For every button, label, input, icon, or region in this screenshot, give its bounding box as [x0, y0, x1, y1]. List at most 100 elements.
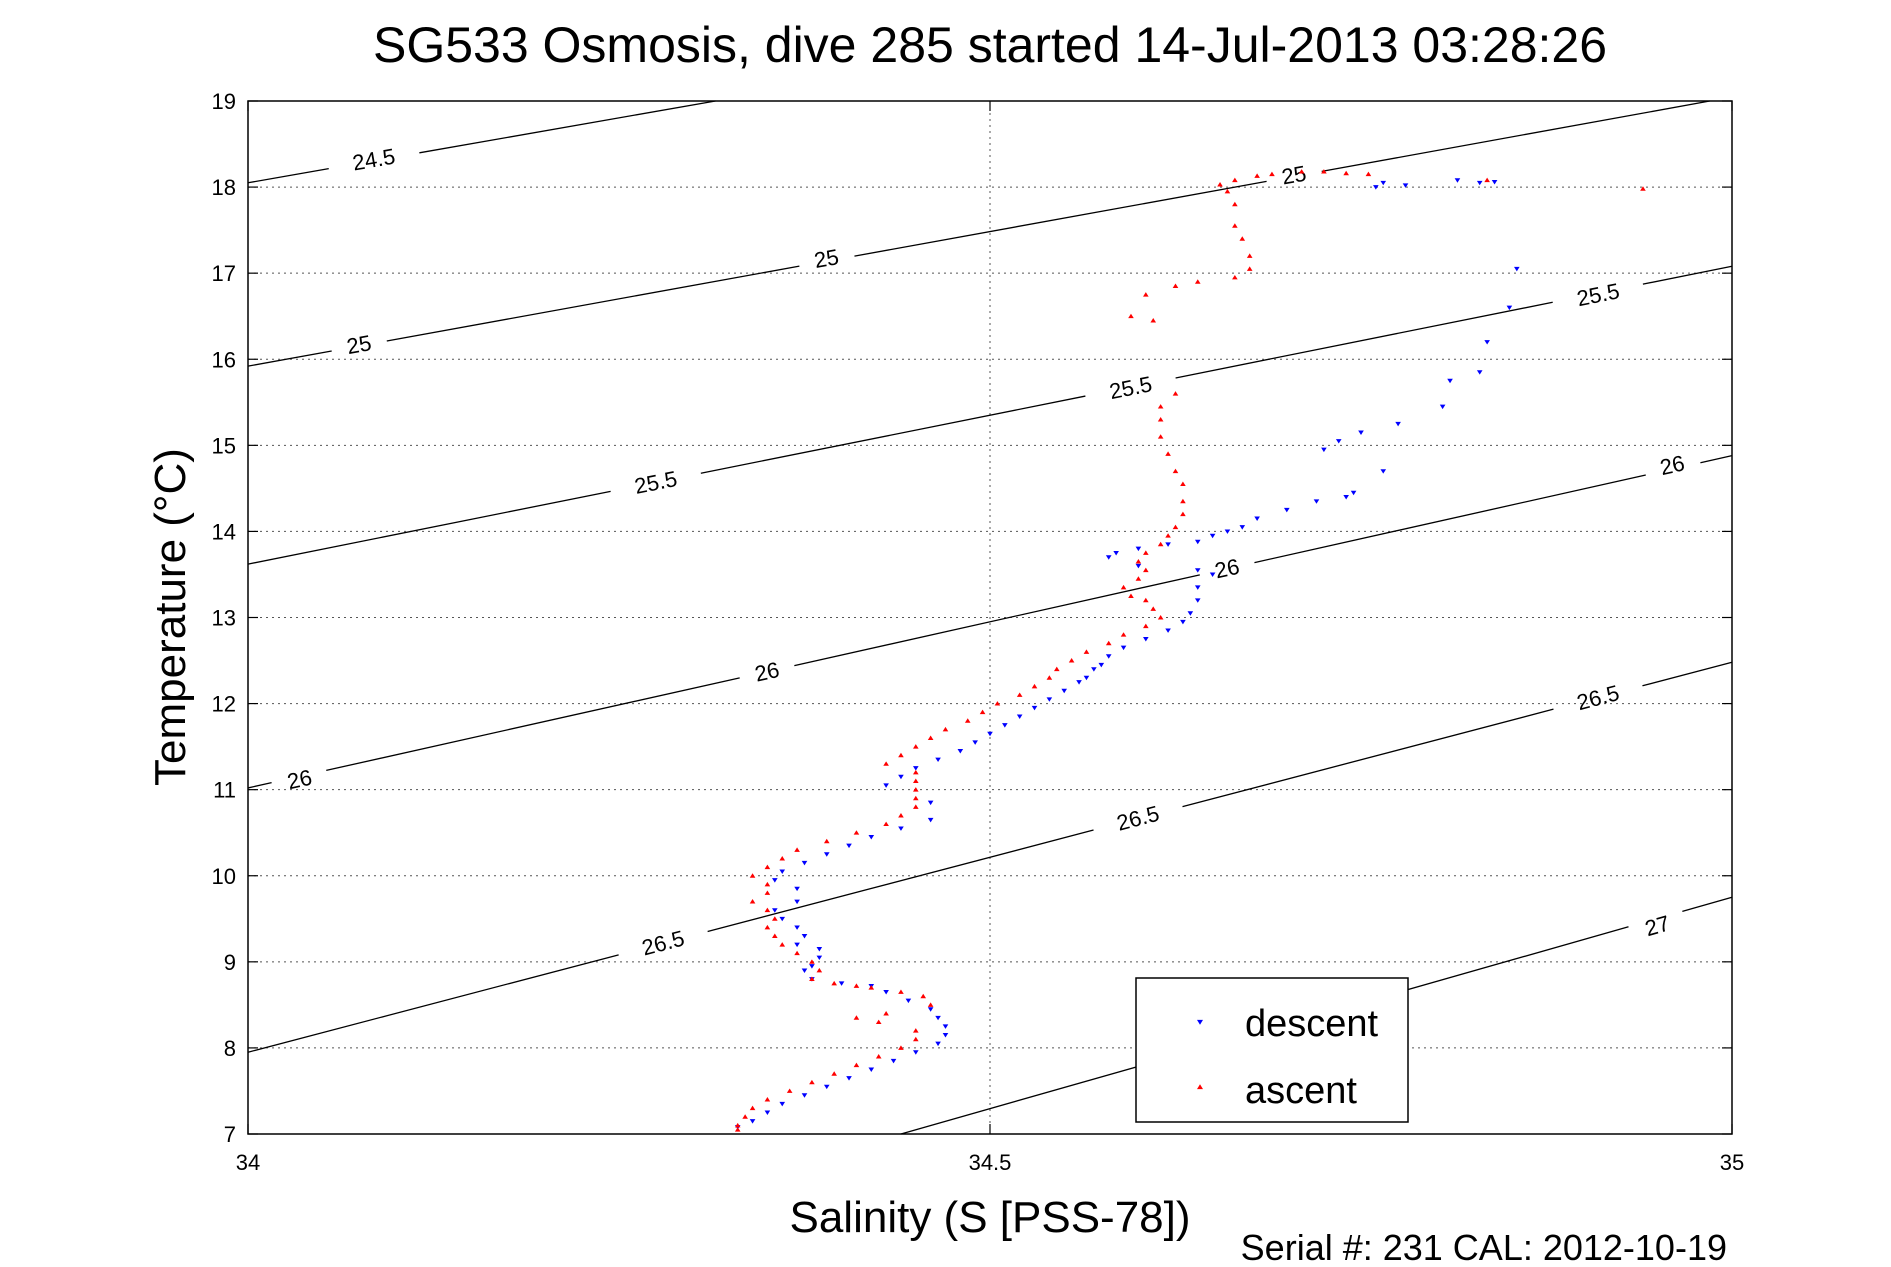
data-point-ascent — [1157, 434, 1164, 439]
data-point-descent — [794, 886, 800, 892]
data-point-descent — [935, 1015, 941, 1021]
data-point-descent — [1476, 370, 1483, 375]
data-point-ascent — [1172, 524, 1179, 530]
data-point-descent — [1350, 490, 1357, 496]
contour-line — [1182, 708, 1554, 808]
data-point-ascent — [764, 907, 771, 913]
data-point-ascent — [734, 1122, 741, 1128]
data-point-descent — [1335, 439, 1342, 444]
data-point-descent — [1380, 180, 1387, 186]
data-point-ascent — [764, 890, 771, 895]
data-point-ascent — [1105, 640, 1112, 646]
data-point-ascent — [786, 1088, 793, 1093]
data-point-descent — [905, 998, 912, 1004]
legend-box — [1135, 977, 1409, 1123]
data-point-descent — [809, 964, 815, 969]
data-point-descent — [816, 946, 823, 952]
data-point-descent — [957, 748, 964, 754]
data-point-ascent — [964, 718, 971, 723]
data-point-ascent — [1180, 481, 1186, 487]
data-point-ascent — [1053, 666, 1060, 672]
grid — [248, 101, 1732, 1134]
contour-line — [1321, 100, 1710, 173]
contour-line — [419, 100, 716, 154]
data-point-ascent — [1321, 169, 1327, 174]
data-point-ascent — [1246, 253, 1253, 258]
data-point-descent — [1091, 667, 1097, 672]
data-point-ascent — [913, 787, 919, 792]
y-tick-label: 7 — [224, 1122, 236, 1147]
data-point-ascent — [853, 1015, 860, 1020]
data-point-ascent — [1180, 498, 1186, 504]
data-point-ascent — [831, 980, 837, 986]
contour-label: 26 — [285, 765, 314, 795]
data-point-descent — [913, 766, 919, 771]
data-point-descent — [913, 1050, 919, 1055]
series-descent — [734, 178, 1520, 1130]
contour-line — [386, 265, 800, 342]
contour-line — [1642, 265, 1733, 285]
data-point-ascent — [816, 967, 823, 973]
data-point-ascent — [1143, 623, 1149, 629]
data-point-ascent — [734, 1127, 741, 1132]
y-tick-label: 10 — [212, 864, 236, 889]
data-point-descent — [846, 843, 852, 849]
contour-line — [1175, 301, 1553, 379]
data-point-ascent — [1150, 606, 1157, 611]
data-point-ascent — [1298, 169, 1305, 174]
y-tick-label: 17 — [212, 261, 236, 286]
data-point-descent — [1224, 529, 1231, 534]
data-point-descent — [890, 1058, 897, 1064]
data-point-ascent — [875, 1054, 882, 1059]
data-point-descent — [1194, 539, 1201, 545]
data-point-ascent — [1172, 468, 1179, 474]
data-point-ascent — [883, 821, 889, 827]
data-point-ascent — [764, 924, 771, 930]
data-point-descent — [794, 925, 800, 930]
contour-line — [247, 168, 329, 184]
data-point-ascent — [898, 752, 904, 758]
data-point-ascent — [979, 709, 986, 715]
data-point-descent — [764, 1110, 771, 1115]
data-point-descent — [868, 1067, 875, 1072]
data-point-ascent — [1269, 171, 1275, 177]
data-point-descent — [1002, 723, 1008, 728]
contour-line — [247, 490, 611, 565]
data-point-ascent — [875, 1019, 882, 1025]
data-point-ascent — [1365, 171, 1372, 177]
y-tick-label: 13 — [212, 606, 236, 631]
data-point-descent — [794, 899, 800, 905]
data-point-descent — [1076, 680, 1082, 685]
y-tick-label: 19 — [212, 89, 236, 114]
data-point-descent — [801, 1093, 808, 1098]
y-tick-label: 8 — [224, 1036, 236, 1061]
data-point-ascent — [831, 1071, 837, 1076]
data-point-descent — [1194, 568, 1201, 573]
data-point-ascent — [1143, 597, 1149, 603]
data-point-descent — [1105, 555, 1112, 560]
data-point-ascent — [1068, 658, 1075, 663]
data-point-ascent — [1135, 576, 1142, 581]
data-point-descent — [1380, 469, 1387, 474]
data-point-ascent — [913, 804, 919, 809]
data-point-ascent — [764, 864, 771, 870]
data-point-descent — [1491, 179, 1498, 185]
data-point-ascent — [1640, 186, 1646, 191]
data-point-ascent — [1157, 541, 1164, 547]
data-point-descent — [1484, 340, 1490, 345]
data-point-ascent — [927, 1002, 934, 1007]
data-point-ascent — [883, 761, 889, 766]
contour-line — [247, 782, 272, 789]
y-tick-label: 11 — [213, 778, 236, 803]
data-point-descent — [1180, 619, 1186, 625]
data-point-descent — [1187, 611, 1194, 616]
data-point-descent — [823, 1084, 830, 1090]
data-point-ascent — [1120, 632, 1127, 637]
data-point-descent — [972, 740, 978, 745]
data-point-ascent — [823, 838, 830, 844]
data-point-ascent — [749, 899, 756, 904]
data-point-descent — [883, 783, 889, 788]
data-point-ascent — [868, 985, 875, 990]
